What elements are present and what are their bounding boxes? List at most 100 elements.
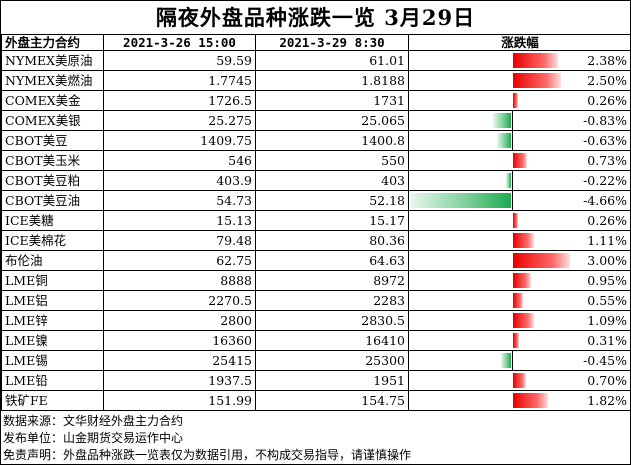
- curr-price-cell: 2283: [255, 290, 409, 311]
- change-bar: [506, 173, 511, 188]
- table-row: COMEX美金 1726.5 1731 0.26%: [1, 90, 631, 111]
- table-row: ICE美糖 15.13 15.17 0.26%: [1, 210, 631, 231]
- change-bar: [512, 213, 518, 228]
- change-pct-cell: -4.66%: [512, 190, 631, 211]
- change-bar-cell: [408, 90, 513, 111]
- table-row: LME铅 1937.5 1951 0.70%: [1, 370, 631, 391]
- prev-price-cell: 62.75: [103, 250, 256, 271]
- change-bar: [512, 253, 570, 268]
- curr-price-cell: 8972: [255, 270, 409, 291]
- prev-price-cell: 1409.75: [103, 130, 256, 151]
- table-row: CBOT美玉米 546 550 0.73%: [1, 150, 631, 171]
- change-bar-cell: [408, 110, 513, 131]
- curr-price-cell: 25.065: [255, 110, 409, 131]
- change-bar: [493, 113, 511, 128]
- prev-price-cell: 79.48: [103, 230, 256, 251]
- change-pct-text: 0.26%: [587, 213, 628, 228]
- change-pct-cell: 1.82%: [512, 390, 631, 411]
- contract-name-cell: LME铜: [1, 270, 104, 291]
- header-prev-time: 2021-3-26 15:00: [103, 35, 256, 51]
- footer-notes: 数据来源：文华财经外盘主力合约 发布单位：山金期货交易运作中心 免责声明：外盘品…: [3, 413, 411, 464]
- change-bar: [512, 93, 518, 108]
- change-pct-cell: -0.83%: [512, 110, 631, 131]
- table-row: ICE美棉花 79.48 80.36 1.11%: [1, 230, 631, 251]
- change-bar-cell: [408, 310, 513, 331]
- change-bar: [512, 393, 548, 408]
- table-row: COMEX美银 25.275 25.065 -0.83%: [1, 110, 631, 131]
- curr-price-cell: 64.63: [255, 250, 409, 271]
- table-row: 铁矿FE 151.99 154.75 1.82%: [1, 390, 631, 411]
- change-pct-cell: 1.11%: [512, 230, 631, 251]
- curr-price-cell: 1951: [255, 370, 409, 391]
- change-pct-text: 0.95%: [587, 273, 628, 288]
- table-row: CBOT美豆油 54.73 52.18 -4.66%: [1, 190, 631, 211]
- change-pct-cell: 0.55%: [512, 290, 631, 311]
- prev-price-cell: 546: [103, 150, 256, 171]
- curr-price-cell: 2830.5: [255, 310, 409, 331]
- change-pct-cell: 0.70%: [512, 370, 631, 391]
- prev-price-cell: 15.13: [103, 210, 256, 231]
- change-pct-text: 0.31%: [587, 333, 628, 348]
- table-row: LME锌 2800 2830.5 1.09%: [1, 310, 631, 331]
- change-bar-cell: [408, 230, 513, 251]
- contract-name-cell: ICE美糖: [1, 210, 104, 231]
- contract-name-cell: 铁矿FE: [1, 390, 104, 411]
- contract-name-cell: ICE美棉花: [1, 230, 104, 251]
- change-pct-text: 0.70%: [587, 373, 628, 388]
- change-pct-cell: -0.22%: [512, 170, 631, 191]
- change-bar: [512, 153, 527, 168]
- table-row: LME铝 2270.5 2283 0.55%: [1, 290, 631, 311]
- change-bar: [512, 73, 561, 88]
- footer-source: 数据来源：文华财经外盘主力合约: [3, 414, 184, 428]
- change-bar-cell: [408, 390, 513, 411]
- curr-price-cell: 15.17: [255, 210, 409, 231]
- change-bar: [512, 53, 558, 68]
- change-bar-cell: [408, 190, 513, 211]
- contract-name-cell: CBOT美豆: [1, 130, 104, 151]
- curr-price-cell: 1.8188: [255, 70, 409, 91]
- change-bar: [512, 293, 523, 308]
- page-title: 隔夜外盘品种涨跌一览 3月29日: [1, 1, 630, 35]
- change-pct-text: 1.11%: [587, 233, 628, 248]
- curr-price-cell: 80.36: [255, 230, 409, 251]
- contract-name-cell: 布伦油: [1, 250, 104, 271]
- change-bar: [512, 373, 526, 388]
- change-bar: [512, 313, 534, 328]
- prev-price-cell: 403.9: [103, 170, 256, 191]
- contract-name-cell: COMEX美金: [1, 90, 104, 111]
- contract-name-cell: COMEX美银: [1, 110, 104, 131]
- change-pct-cell: -0.45%: [512, 350, 631, 371]
- contract-name-cell: CBOT美玉米: [1, 150, 104, 171]
- curr-price-cell: 61.01: [255, 50, 409, 71]
- prev-price-cell: 1726.5: [103, 90, 256, 111]
- change-pct-cell: 0.95%: [512, 270, 631, 291]
- prev-price-cell: 151.99: [103, 390, 256, 411]
- change-bar-cell: [408, 290, 513, 311]
- change-bar-cell: [408, 250, 513, 271]
- change-pct-text: 3.00%: [587, 253, 628, 268]
- change-pct-text: 0.26%: [587, 93, 628, 108]
- contract-name-cell: NYMEX美原油: [1, 50, 104, 71]
- change-bar: [512, 233, 534, 248]
- table-header-row: 外盘主力合约 2021-3-26 15:00 2021-3-29 8:30 涨跌…: [1, 35, 631, 51]
- change-pct-cell: 1.09%: [512, 310, 631, 331]
- change-pct-cell: 3.00%: [512, 250, 631, 271]
- change-bar-cell: [408, 210, 513, 231]
- change-bar-cell: [408, 150, 513, 171]
- header-contract: 外盘主力合约: [1, 35, 104, 51]
- change-pct-cell: 0.26%: [512, 90, 631, 111]
- table-row: LME铜 8888 8972 0.95%: [1, 270, 631, 291]
- change-bar-cell: [408, 270, 513, 291]
- change-pct-cell: -0.63%: [512, 130, 631, 151]
- change-pct-cell: 0.26%: [512, 210, 631, 231]
- prev-price-cell: 8888: [103, 270, 256, 291]
- change-pct-text: 2.38%: [587, 53, 628, 68]
- table-row: 布伦油 62.75 64.63 3.00%: [1, 250, 631, 271]
- change-bar-cell: [408, 130, 513, 151]
- change-pct-cell: 2.38%: [512, 50, 631, 71]
- change-bar-cell: [408, 370, 513, 391]
- change-pct-text: 1.09%: [587, 313, 628, 328]
- curr-price-cell: 25300: [255, 350, 409, 371]
- price-change-table: 外盘主力合约 2021-3-26 15:00 2021-3-29 8:30 涨跌…: [1, 35, 631, 411]
- table-row: CBOT美豆粕 403.9 403 -0.22%: [1, 170, 631, 191]
